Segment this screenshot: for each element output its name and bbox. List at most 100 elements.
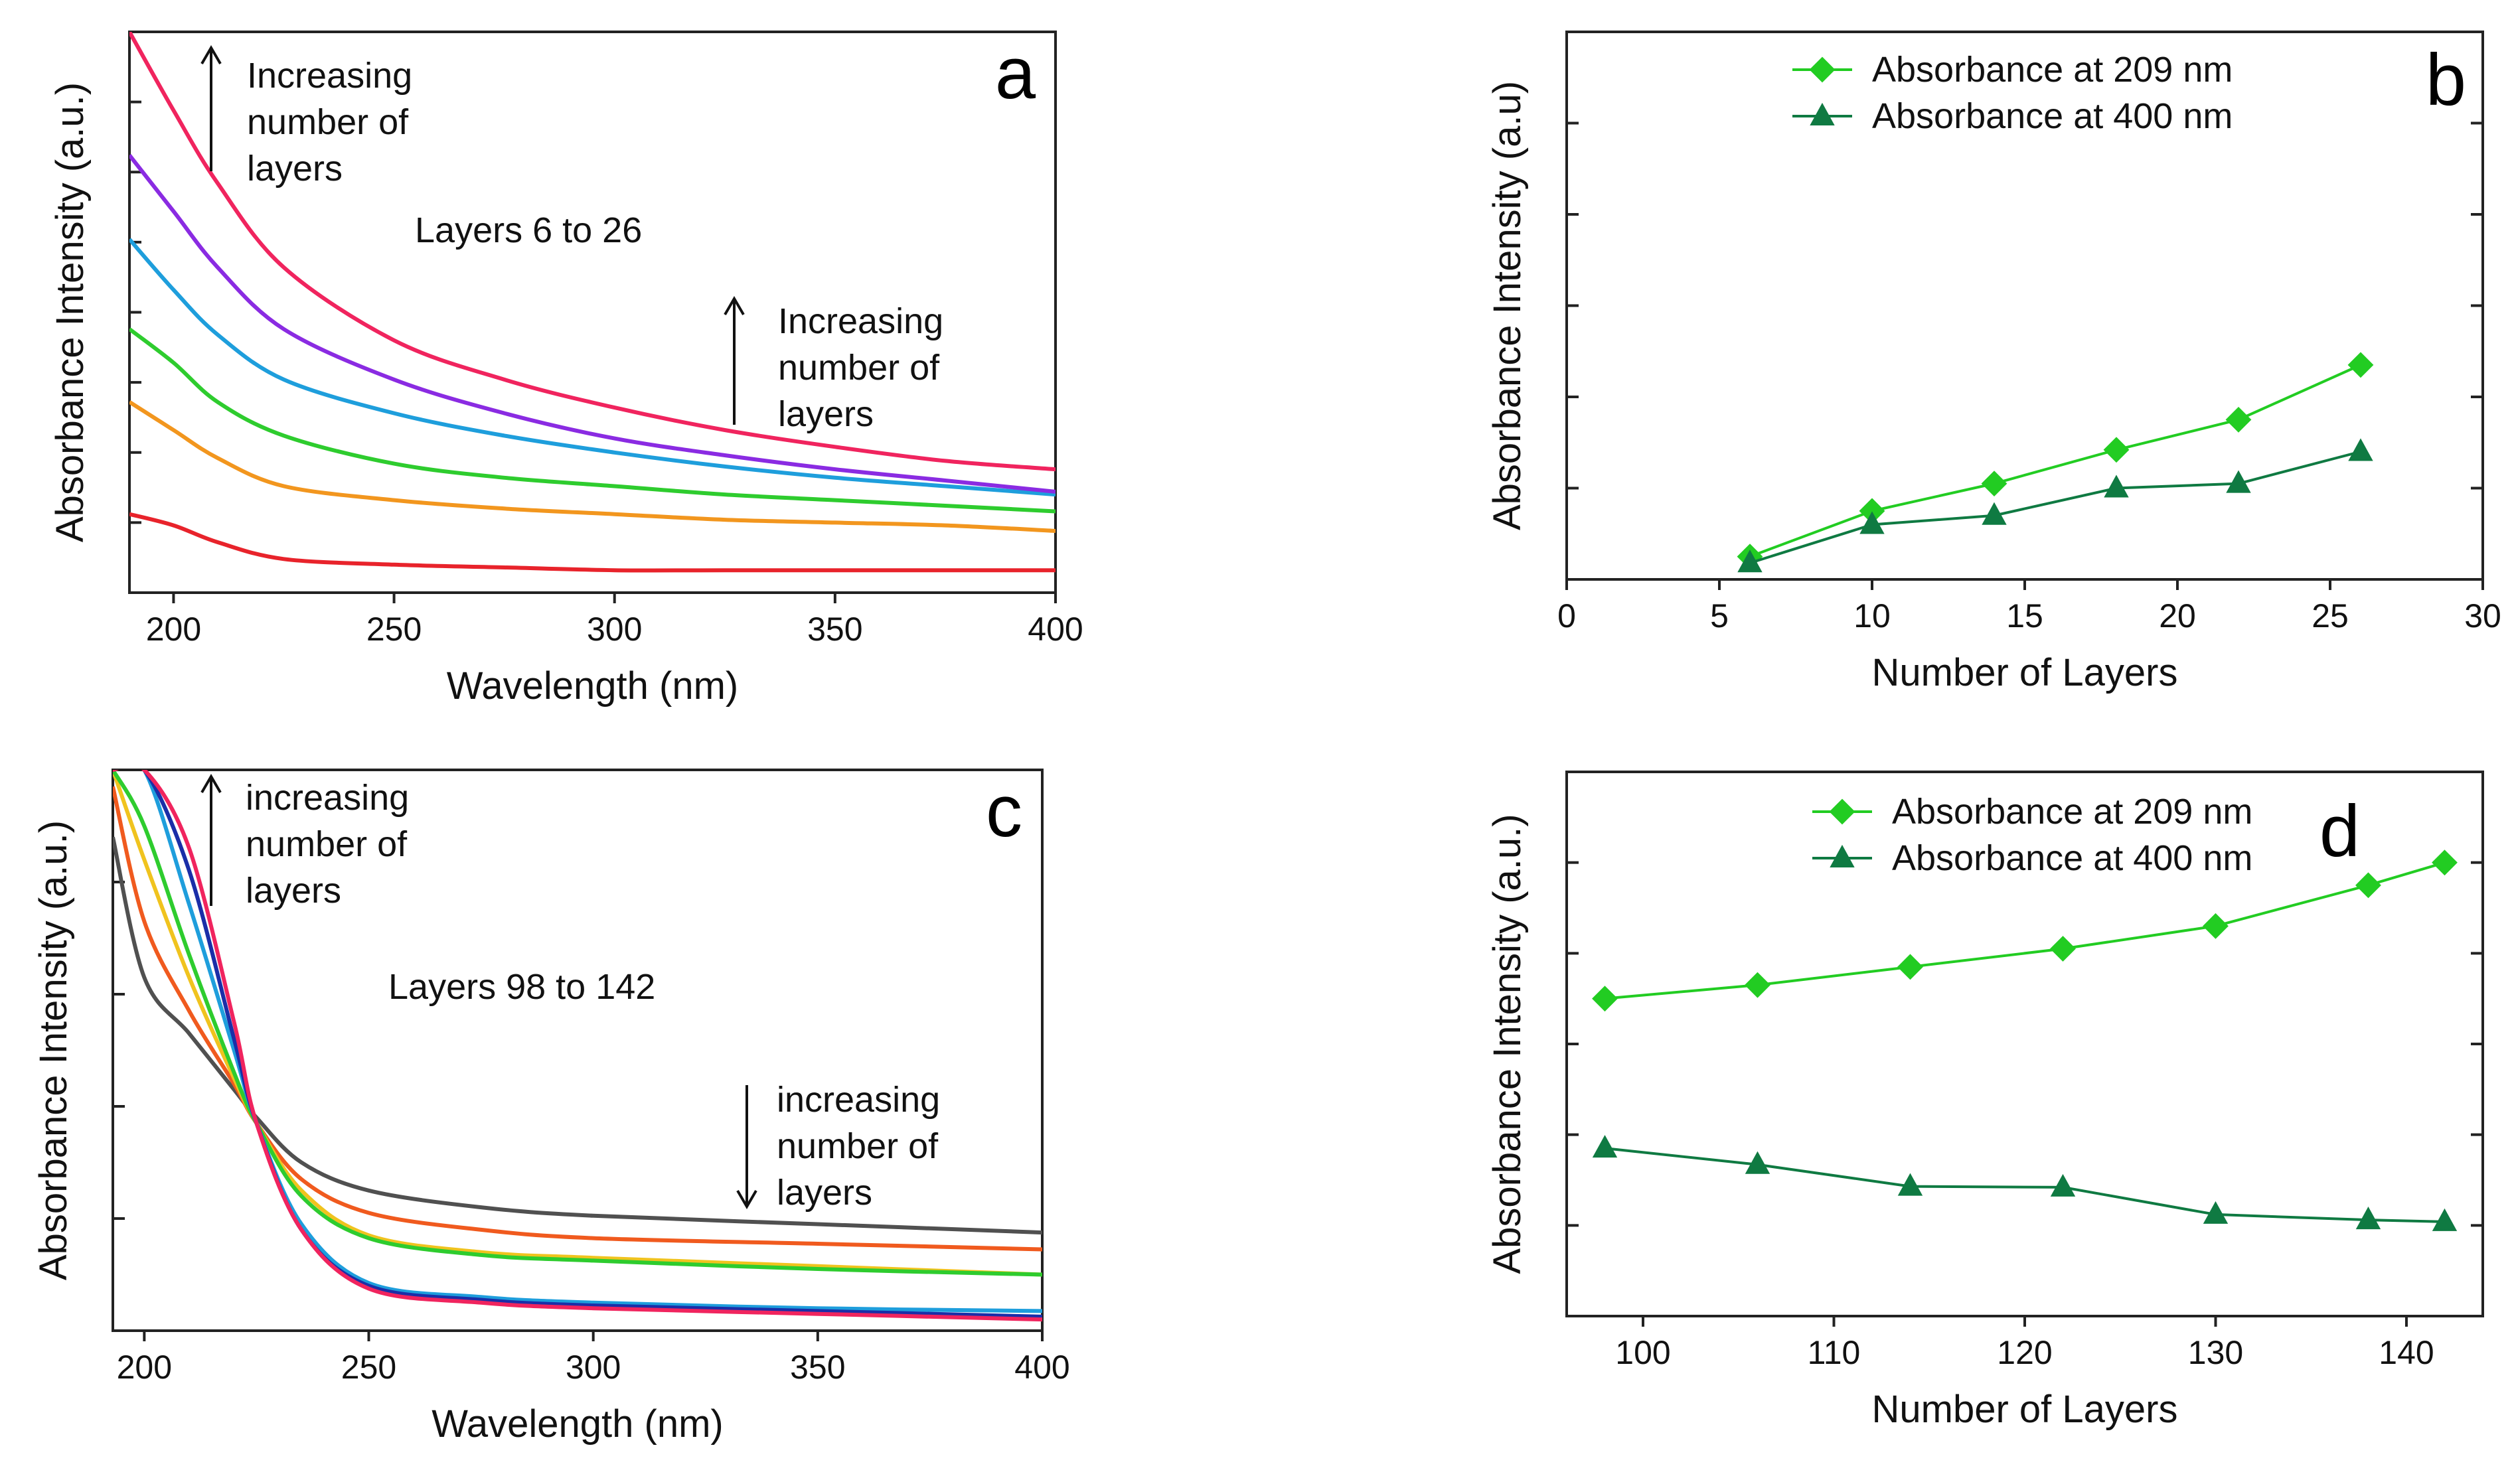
increase-annotation-0-line: number of — [246, 824, 408, 864]
x-tick-label: 400 — [1028, 611, 1083, 648]
panel-letter: d — [2319, 790, 2360, 872]
x-tick-label: 250 — [341, 1349, 396, 1386]
x-tick-label: 30 — [2464, 597, 2501, 634]
series-line-layer-122 — [113, 770, 1042, 1277]
diamond-marker — [2355, 872, 2381, 899]
layers-range-label: Layers 6 to 26 — [415, 210, 642, 250]
triangle-marker — [1859, 511, 1885, 534]
legend-entry-label: Absorbance at 209 nm — [1892, 792, 2252, 832]
series-line-layer-18 — [129, 238, 1056, 497]
series-line-layer-22 — [129, 154, 1056, 494]
series-line-layer-26 — [129, 32, 1056, 472]
x-tick-label: 20 — [2159, 597, 2196, 634]
x-tick-label: 350 — [790, 1349, 845, 1386]
series-line-Absorbance-at-209-nm — [1749, 364, 2361, 558]
x-tick-label: 200 — [146, 611, 201, 648]
plot-frame — [112, 769, 1044, 1332]
panel-d-layer-absorbance-chart: 100 110 120 130 140 Number of Layers Absorbanc… — [1486, 771, 2484, 1431]
triangle-marker — [1982, 502, 2007, 525]
series-line-Absorbance-at-400-nm — [1605, 1147, 2445, 1223]
x-tick-label: 130 — [2188, 1334, 2243, 1371]
x-tick-label: 5 — [1710, 597, 1729, 634]
y-axis-title: Absorbance Intensity (a.u.) — [48, 82, 92, 542]
diamond-marker — [2347, 352, 2374, 378]
series-line-Absorbance-at-400-nm — [1749, 450, 2361, 565]
increase-annotation-1-line: increasing — [777, 1080, 940, 1120]
increase-annotation-1: increasing number of layers — [777, 1080, 940, 1213]
increase-annotation-0-line: increasing — [246, 778, 409, 818]
increase-annotation-1-line: Increasing — [778, 301, 943, 341]
x-tick-label: 100 — [1615, 1334, 1670, 1371]
series-line-layer-106 — [113, 786, 1042, 1252]
triangle-marker — [1830, 844, 1855, 867]
triangle-marker — [2226, 470, 2251, 493]
triangle-marker — [1810, 102, 1835, 125]
triangle-marker — [1745, 1151, 1770, 1174]
panel-c-spectra-chart: 200 250 300 350 400 Wavelength (nm) Absorbance… — [32, 769, 1070, 1446]
diamond-marker — [1592, 986, 1618, 1012]
x-tick-label: 250 — [366, 611, 422, 648]
triangle-marker — [1592, 1135, 1618, 1158]
diamond-marker — [1981, 471, 2007, 497]
diamond-marker — [2203, 913, 2229, 939]
x-tick-label: 15 — [2006, 597, 2043, 634]
triangle-marker — [2355, 1207, 2381, 1230]
series-line-layer-14 — [129, 327, 1056, 514]
diamond-marker — [2225, 406, 2252, 433]
triangle-marker — [2432, 1208, 2458, 1231]
x-tick-label: 300 — [587, 611, 642, 648]
x-axis-title: Wavelength (nm) — [432, 1402, 723, 1446]
y-axis-title: Absorbance Intensity (a.u.) — [32, 820, 75, 1280]
legend-entry-label: Absorbance at 400 nm — [1892, 838, 2252, 878]
increase-annotation-0-line: layers — [247, 149, 343, 188]
panel-letter: a — [995, 33, 1036, 114]
increase-annotation-1: Increasing number of layers — [778, 301, 943, 434]
series-group — [113, 770, 1042, 1322]
y-axis-title: Absorbance Intensity (a.u) — [1486, 81, 1529, 530]
diamond-marker — [1745, 972, 1770, 998]
x-tick-label: 120 — [1997, 1334, 2052, 1371]
series-group — [129, 32, 1056, 573]
x-tick-label: 300 — [566, 1349, 621, 1386]
triangle-marker — [1737, 550, 1763, 573]
diamond-marker — [2103, 437, 2130, 463]
increase-annotation-0: Increasing number of layers — [247, 56, 412, 188]
series-line-layer-98 — [113, 836, 1042, 1235]
diamond-marker — [1809, 56, 1836, 83]
increase-annotation-0: increasing number of layers — [246, 778, 409, 911]
panel-b-layer-absorbance-chart: 0 5 10 15 20 25 30 Number of Layers Absorbance I… — [1486, 31, 2501, 694]
x-tick-label: 10 — [1853, 597, 1891, 634]
triangle-marker — [2203, 1201, 2229, 1224]
x-axis-title: Wavelength (nm) — [447, 664, 738, 707]
increase-arrow-0-head — [200, 774, 222, 794]
legend-entry-label: Absorbance at 400 nm — [1872, 96, 2233, 136]
diamond-marker — [1829, 798, 1855, 825]
x-tick-label: 400 — [1014, 1349, 1069, 1386]
panel-a-spectra-chart: 200 250 300 350 400 Wavelength (nm) Absorbance… — [48, 31, 1083, 707]
triangle-marker — [2104, 475, 2129, 498]
diamond-marker — [2432, 850, 2458, 876]
triangle-marker — [2050, 1173, 2076, 1197]
x-tick-label: 25 — [2312, 597, 2349, 634]
increase-annotation-1-line: number of — [777, 1126, 939, 1166]
increase-annotation-1-line: layers — [777, 1173, 872, 1213]
panel-letter: c — [986, 771, 1022, 852]
series-line-layer-6 — [129, 512, 1056, 573]
increase-arrow-0-head — [200, 45, 222, 65]
increase-annotation-1-line: number of — [778, 348, 940, 388]
increase-annotation-0-line: Increasing — [247, 56, 412, 96]
legend-entry-label: Absorbance at 209 nm — [1872, 50, 2233, 90]
increase-annotation-1-line: layers — [778, 394, 874, 434]
layers-range-label: Layers 98 to 142 — [388, 967, 655, 1007]
series-line-layer-114 — [113, 770, 1042, 1277]
increase-annotation-0-line: number of — [247, 102, 409, 142]
series-line-layer-10 — [129, 400, 1056, 533]
increase-arrow-1-head — [736, 1189, 757, 1209]
diamond-marker — [2050, 936, 2076, 962]
x-axis-title: Number of Layers — [1872, 651, 2178, 694]
increase-arrow-1-head — [724, 296, 745, 316]
series-line-layer-130 — [113, 770, 1042, 1313]
x-tick-label: 350 — [807, 611, 862, 648]
series-line-layer-142 — [113, 770, 1042, 1322]
